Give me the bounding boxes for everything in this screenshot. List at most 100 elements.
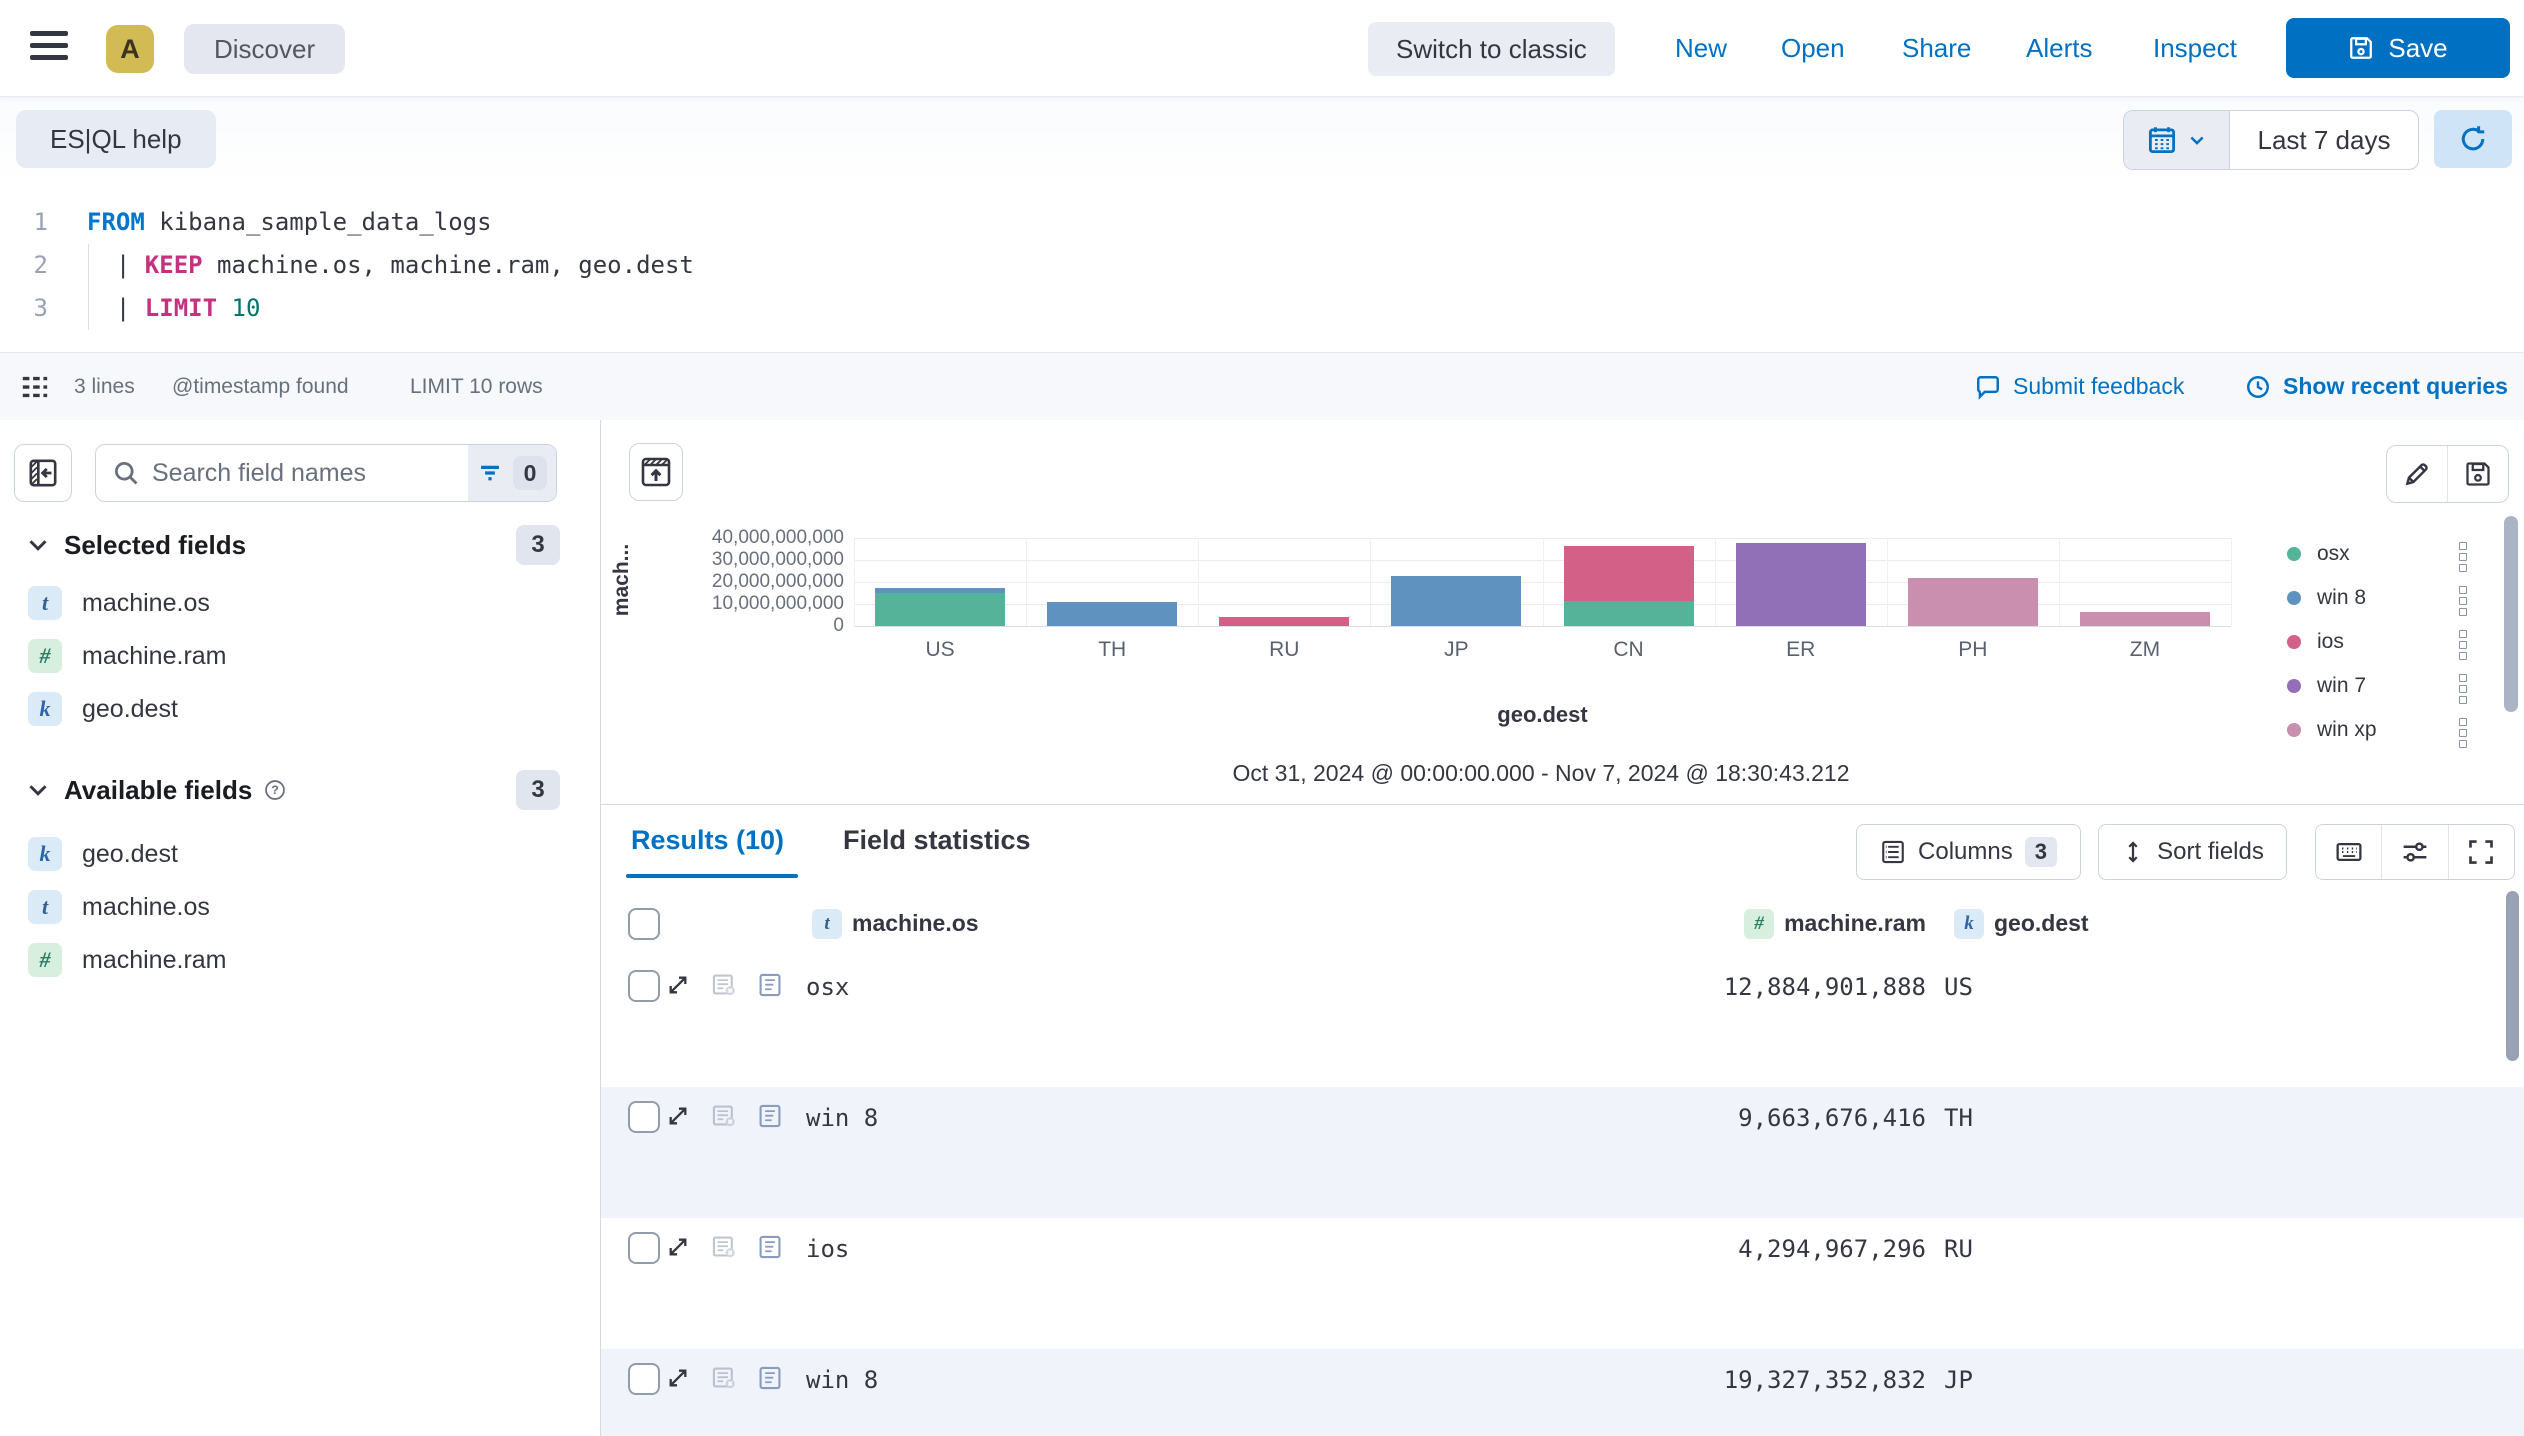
page-scrollbar[interactable] — [2504, 516, 2518, 712]
expand-row-icon[interactable] — [665, 1365, 691, 1391]
field-name: machine.ram — [82, 642, 227, 670]
legend-actions-icon[interactable] — [2459, 586, 2467, 616]
search-placeholder: Search field names — [152, 458, 367, 487]
bar-segment-win-xp[interactable] — [2079, 612, 2210, 626]
chevron-down-icon[interactable] — [26, 533, 50, 557]
search-field-names-input[interactable]: Search field names 0 — [95, 444, 557, 502]
legend-actions-icon[interactable] — [2459, 542, 2467, 572]
chart-x-axis-title: geo.dest — [1497, 702, 1588, 727]
field-list-item[interactable]: # machine.ram — [0, 934, 600, 987]
legend-label[interactable]: win 8 — [2317, 586, 2367, 609]
select-all-checkbox[interactable] — [628, 908, 660, 940]
grid-display-controls — [2315, 824, 2515, 880]
open-button[interactable]: Open — [1781, 32, 1845, 63]
x-axis-label: RU — [1269, 638, 1300, 661]
display-options-button[interactable] — [2381, 825, 2447, 879]
field-list-item[interactable]: t machine.os — [0, 881, 600, 934]
alerts-button[interactable]: Alerts — [2026, 32, 2093, 63]
code-line[interactable]: 1 FROM kibana_sample_data_logs — [0, 201, 2524, 244]
tab-field-statistics[interactable]: Field statistics — [843, 824, 1031, 855]
submit-feedback-link[interactable]: Submit feedback — [1975, 353, 2184, 420]
code-line[interactable]: 3 | LIMIT 10 — [0, 287, 2524, 330]
column-header-geo-dest[interactable]: k geo.dest — [1954, 891, 2089, 956]
filter-count-badge: 0 — [513, 456, 547, 490]
bar-segment-win-8[interactable] — [875, 588, 1006, 593]
x-axis-label: US — [925, 638, 955, 661]
field-list-item[interactable]: k geo.dest — [0, 828, 600, 881]
bar-segment-win-8[interactable] — [1047, 602, 1178, 626]
row-checkbox[interactable] — [628, 970, 660, 1002]
timestamp-status: @timestamp found — [172, 374, 349, 398]
avatar[interactable]: A — [106, 25, 154, 73]
view-document-icon[interactable] — [757, 1365, 783, 1391]
row-checkbox[interactable] — [628, 1363, 660, 1395]
expand-row-icon[interactable] — [665, 972, 691, 998]
date-picker-quick-menu[interactable] — [2123, 110, 2230, 170]
chevron-down-icon[interactable] — [26, 778, 50, 802]
available-count-badge: 3 — [516, 770, 560, 810]
x-axis-label: PH — [1958, 638, 1988, 661]
field-list-item[interactable]: t machine.os — [0, 577, 600, 630]
legend-label[interactable]: win 7 — [2317, 674, 2367, 697]
legend-label[interactable]: ios — [2317, 630, 2344, 653]
field-name: machine.os — [82, 589, 210, 617]
field-list-item[interactable]: # machine.ram — [0, 630, 600, 683]
legend-label[interactable]: win xp — [2317, 718, 2377, 741]
expand-row-icon[interactable] — [665, 1234, 691, 1260]
esql-editor[interactable]: 1 FROM kibana_sample_data_logs 2 | KEEP ma… — [0, 186, 2524, 352]
columns-button[interactable]: Columns 3 — [1856, 824, 2081, 880]
edit-visualization-button[interactable] — [2387, 446, 2447, 502]
add-to-dashboard-button[interactable] — [629, 443, 683, 501]
view-document-icon[interactable] — [757, 1103, 783, 1129]
field-filter-button[interactable]: 0 — [468, 445, 556, 501]
new-button[interactable]: New — [1675, 32, 1728, 63]
legend-actions-icon[interactable] — [2459, 718, 2467, 748]
view-document-icon[interactable] — [757, 1234, 783, 1260]
grid-scrollbar[interactable] — [2506, 891, 2519, 1061]
bar-segment-ios[interactable] — [1219, 616, 1350, 626]
share-button[interactable]: Share — [1902, 32, 1972, 63]
cell-geo-dest: US — [1944, 973, 1973, 1001]
y-axis-tick: 20,000,000,000 — [711, 571, 844, 592]
inspect-button[interactable]: Inspect — [2153, 32, 2237, 63]
column-header-machine-ram[interactable]: # machine.ram — [1744, 891, 1926, 956]
y-axis-tick: 30,000,000,000 — [711, 549, 844, 570]
row-checkbox[interactable] — [628, 1101, 660, 1133]
field-name: geo.dest — [82, 695, 178, 723]
menu-icon[interactable] — [30, 31, 68, 65]
refresh-button[interactable] — [2434, 110, 2512, 168]
bar-segment-win-7[interactable] — [1735, 543, 1866, 626]
field-name: geo.dest — [82, 840, 178, 868]
collapse-sidebar-button[interactable] — [14, 444, 72, 502]
field-type-icon: t — [28, 586, 62, 620]
save-visualization-button[interactable] — [2447, 446, 2508, 502]
sort-fields-button[interactable]: Sort fields — [2098, 824, 2287, 880]
show-recent-queries-link[interactable]: Show recent queries — [2245, 353, 2508, 420]
keyboard-shortcuts-button[interactable] — [2316, 825, 2381, 879]
row-checkbox[interactable] — [628, 1232, 660, 1264]
switch-to-classic-button[interactable]: Switch to classic — [1368, 22, 1615, 76]
editor-lines-icon — [20, 353, 50, 420]
legend-label[interactable]: osx — [2317, 542, 2350, 565]
degraded-docs-icon — [711, 1365, 737, 1391]
save-button[interactable]: Save — [2286, 18, 2510, 78]
legend-actions-icon[interactable] — [2459, 630, 2467, 660]
expand-row-icon[interactable] — [665, 1103, 691, 1129]
query-bar: ES|QL help Last 7 days — [0, 96, 2524, 186]
tab-results[interactable]: Results (10) — [631, 824, 785, 855]
esql-help-button[interactable]: ES|QL help — [16, 110, 216, 168]
fullscreen-button[interactable] — [2447, 825, 2514, 879]
column-header-machine-os[interactable]: t machine.os — [812, 891, 979, 956]
time-range-value[interactable]: Last 7 days — [2229, 110, 2419, 170]
bar-segment-win-8[interactable] — [1391, 576, 1522, 626]
field-list-item[interactable]: k geo.dest — [0, 683, 600, 736]
bar-segment-osx[interactable] — [875, 593, 1006, 626]
legend-actions-icon[interactable] — [2459, 674, 2467, 704]
code-line[interactable]: 2 | KEEP machine.os, machine.ram, geo.de… — [0, 244, 2524, 287]
bar-segment-win-xp[interactable] — [1907, 578, 2038, 626]
refresh-icon — [2458, 124, 2488, 154]
view-document-icon[interactable] — [757, 972, 783, 998]
bar-segment-ios[interactable] — [1563, 545, 1694, 601]
help-question-icon[interactable]: ? — [264, 779, 286, 801]
bar-segment-osx[interactable] — [1563, 600, 1694, 626]
